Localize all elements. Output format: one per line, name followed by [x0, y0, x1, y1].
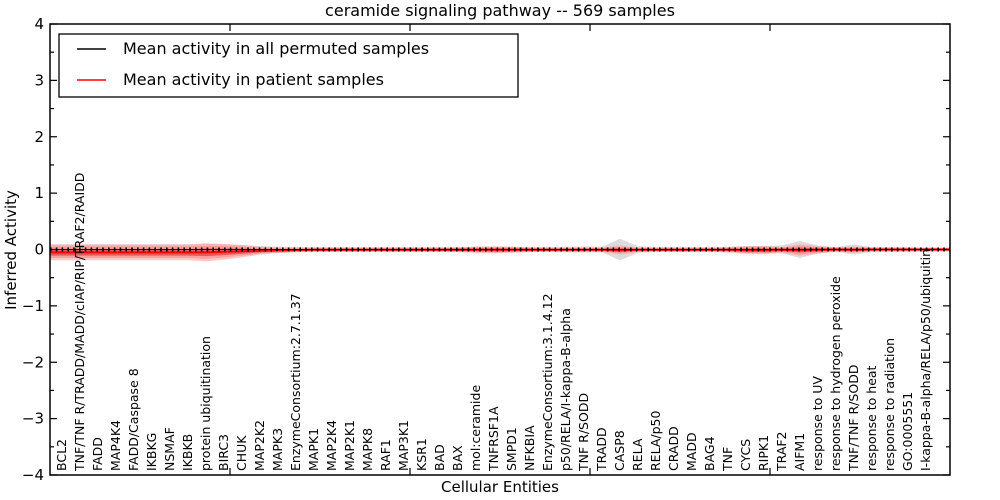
violin-patient-outer-band [50, 243, 950, 262]
x-tick-label: MAPK3 [270, 428, 285, 471]
x-tick-label: RIPK1 [756, 435, 771, 471]
legend-box: Mean activity in all permuted samples Me… [58, 33, 519, 98]
x-tick-label: response to hydrogen peroxide [828, 276, 843, 471]
x-tick-label: CRADD [666, 426, 681, 471]
x-tick-label: BCL2 [54, 439, 69, 471]
y-axis-label: Inferred Activity [2, 190, 20, 310]
x-tick-label: AIFM1 [792, 433, 807, 471]
y-tick-label: −4 [22, 466, 44, 484]
x-tick-label: EnzymeConsortium:2.7.1.37 [288, 293, 303, 471]
x-tick-labels: BCL2 TNF/TNF R/TRADD/MADD/cIAP/RIP/TRAF2/… [54, 173, 933, 472]
x-tick-label: BAX [450, 445, 465, 471]
x-tick-label: mol:ceramide [468, 385, 483, 471]
x-tick-label: RELA [630, 438, 645, 471]
x-tick-label: I-kappa-B-alpha/RELA/p50/ubiquitin [918, 249, 933, 471]
x-tick-label: response to heat [864, 365, 879, 471]
x-tick-label: TNF/TNF R/SODD [846, 365, 861, 472]
legend-label-permuted: Mean activity in all permuted samples [123, 39, 429, 58]
x-tick-label: IKBKB [180, 434, 195, 471]
x-tick-label: RELA/p50 [648, 411, 663, 471]
x-tick-label: TRADD [594, 427, 609, 472]
legend-label-patient: Mean activity in patient samples [123, 70, 384, 89]
y-tick-label: 4 [34, 15, 44, 33]
tick-layer [50, 23, 950, 476]
x-tick-label: NSMAF [162, 427, 177, 471]
x-tick-label: protein ubiquitination [198, 336, 213, 471]
y-tick-label: −2 [22, 353, 44, 371]
x-tick-label: BAD [432, 444, 447, 471]
y-tick-label: −1 [22, 297, 44, 315]
x-tick-label: MADD [684, 432, 699, 471]
x-tick-label: CHUK [234, 435, 249, 471]
y-tick-label: −3 [22, 410, 44, 428]
x-tick-label: CYCS [738, 439, 753, 471]
x-tick-label: TNF [720, 447, 735, 472]
x-tick-label: MAP2K2 [252, 420, 267, 471]
x-tick-label: response to UV [810, 376, 825, 471]
x-tick-label: MAPK1 [306, 428, 321, 471]
y-tick-label: 0 [34, 241, 44, 259]
x-tick-label: response to radiation [882, 338, 897, 471]
y-tick-label: 1 [34, 184, 44, 202]
x-tick-label: MAP2K1 [342, 420, 357, 471]
x-tick-label: NFKBIA [522, 425, 537, 471]
x-tick-label: RAF1 [378, 439, 393, 471]
x-tick-label: EnzymeConsortium:3.1.4.12 [540, 293, 555, 471]
x-tick-label: TNFRSF1A [486, 406, 501, 472]
x-tick-label: MAP4K4 [108, 420, 123, 471]
x-axis-label: Cellular Entities [441, 478, 559, 496]
x-tick-label: FADD/Caspase 8 [126, 368, 141, 471]
x-tick-label: TNF/TNF R/TRADD/MADD/cIAP/RIP/TRAF2/RAID… [72, 173, 87, 472]
y-tick-labels: 4 3 2 1 0 −1 −2 −3 −4 [22, 15, 44, 484]
x-tick-label: CASP8 [612, 430, 627, 471]
x-tick-label: MAP2K4 [324, 420, 339, 471]
x-tick-label: TNF R/SODD [576, 393, 591, 472]
x-tick-label: IKBKG [144, 433, 159, 471]
chart-title: ceramide signaling pathway -- 569 sample… [325, 1, 675, 20]
y-tick-label: 2 [34, 128, 44, 146]
x-tick-label: MAPK8 [360, 428, 375, 471]
x-tick-label: GO:0005551 [900, 392, 915, 471]
x-tick-label: TRAF2 [774, 431, 789, 472]
x-tick-label: MAP3K1 [396, 420, 411, 471]
x-tick-label: FADD [90, 437, 105, 471]
legend-frame [58, 33, 519, 98]
x-tick-label: KSR1 [414, 438, 429, 471]
x-tick-label: SMPD1 [504, 427, 519, 471]
x-tick-label: BIRC3 [216, 434, 231, 471]
mean-line-layer [50, 247, 950, 254]
x-tick-label: BAG4 [702, 436, 717, 471]
x-tick-label: p50/RELA/I-kappa-B-alpha [558, 308, 573, 471]
y-tick-label: 3 [34, 71, 44, 89]
